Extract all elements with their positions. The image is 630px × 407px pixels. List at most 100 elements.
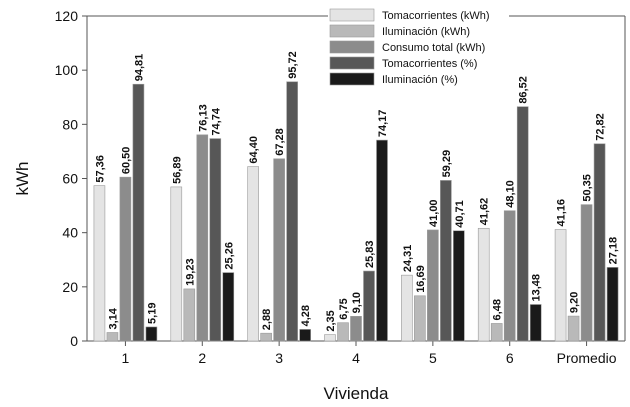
bar [503, 210, 516, 342]
chart-bars [93, 81, 619, 342]
bar [580, 204, 593, 342]
bar-value-label: 60,50 [120, 147, 132, 175]
bar [145, 326, 158, 342]
y-tick-label: 60 [62, 171, 78, 187]
bar [247, 166, 259, 342]
x-axis-title: Vivienda [324, 384, 389, 403]
bar [427, 229, 439, 342]
legend-label: Iluminación (%) [382, 74, 458, 86]
bar [222, 272, 235, 342]
bar [119, 176, 132, 342]
bar-value-label: 25,83 [364, 241, 376, 269]
chart-axes: 0 20 40 60 80 100 120 1 2 3 4 5 6 Promedio [55, 8, 626, 366]
legend-swatch [329, 8, 375, 22]
bar-value-label: 6,75 [338, 298, 350, 319]
bar [516, 106, 529, 342]
bar-value-label: 64,40 [248, 136, 260, 164]
y-tick-label: 80 [62, 116, 78, 132]
bar-value-label: 2,35 [325, 310, 337, 331]
bar [490, 323, 503, 342]
bar [414, 295, 426, 342]
x-tick-label: Promedio [557, 350, 617, 366]
legend-label: Tomacorrientes (%) [382, 58, 477, 70]
legend-label: Consumo total (kWh) [382, 42, 485, 54]
bar-value-label: 4,28 [300, 305, 312, 326]
bar-value-label: 74,74 [210, 107, 222, 135]
bar [401, 274, 413, 342]
bar-value-label: 2,88 [261, 309, 273, 330]
bar-value-label: 50,35 [582, 174, 594, 202]
y-tick-label: 0 [70, 333, 78, 349]
bar-value-label: 24,31 [402, 245, 414, 273]
x-tick-label: 5 [429, 350, 437, 366]
legend-label: Tomacorrientes (kWh) [382, 10, 490, 22]
bar [299, 329, 311, 342]
bar [554, 229, 567, 342]
bar-value-label: 48,10 [505, 180, 517, 208]
bar-value-label: 16,69 [415, 265, 427, 293]
x-tick-label: 6 [506, 350, 514, 366]
bar [477, 227, 490, 342]
bar-value-label: 94,81 [133, 54, 145, 82]
bar [209, 138, 222, 342]
bar [363, 270, 375, 342]
x-tick-label: 4 [352, 350, 360, 366]
bar [376, 139, 388, 342]
legend-swatch [329, 24, 375, 38]
bar [286, 81, 298, 342]
y-tick-label: 120 [55, 8, 79, 24]
y-tick-label: 40 [62, 225, 78, 241]
bar-value-label: 41,16 [556, 199, 568, 227]
bar-value-label: 41,00 [428, 199, 440, 227]
bar-value-label: 6,48 [492, 299, 504, 320]
bar-value-label: 9,10 [351, 292, 363, 313]
legend-swatch [329, 72, 375, 86]
bar-value-label: 5,19 [146, 303, 158, 324]
bar [273, 158, 285, 342]
bar-value-label: 56,89 [171, 156, 183, 184]
bar-value-label: 86,52 [518, 76, 530, 104]
legend-label: Iluminación (kWh) [382, 26, 470, 38]
bar [350, 316, 362, 342]
y-tick-label: 100 [55, 62, 79, 78]
bar [106, 332, 119, 342]
legend-swatch [329, 40, 375, 54]
chart-legend: Tomacorrientes (kWh) Iluminación (kWh) Con… [328, 7, 509, 89]
bar [453, 230, 465, 342]
bar [593, 143, 606, 342]
bar [183, 288, 196, 342]
bar [260, 332, 272, 342]
bar [196, 134, 209, 342]
bar-value-label: 76,13 [197, 104, 209, 132]
bar-value-label: 19,23 [184, 258, 196, 286]
bar [567, 315, 580, 342]
x-tick-label: 1 [122, 350, 130, 366]
bar-value-label: 9,20 [569, 292, 581, 313]
bar [324, 334, 336, 342]
bar [337, 322, 349, 342]
y-axis-title: kWh [13, 162, 32, 196]
bar-value-label: 59,29 [441, 150, 453, 178]
y-tick-label: 20 [62, 279, 78, 295]
bar-value-label: 25,26 [223, 242, 235, 270]
bar-value-label: 67,28 [274, 128, 286, 156]
bar-value-label: 57,36 [94, 155, 106, 183]
x-tick-label: 2 [198, 350, 206, 366]
bar [93, 185, 106, 342]
bar-value-label: 72,82 [595, 113, 607, 141]
bar-value-label: 3,14 [107, 307, 119, 329]
bar-value-label: 95,72 [287, 51, 299, 79]
bar [170, 186, 183, 342]
x-tick-label: 3 [275, 350, 283, 366]
bar-value-label: 74,17 [377, 110, 389, 138]
bar-value-label: 40,71 [454, 200, 466, 228]
legend-swatch [329, 56, 375, 70]
bar [440, 180, 452, 342]
bar-value-label: 27,18 [608, 237, 620, 265]
bar [606, 267, 619, 342]
bar-value-label: 41,62 [479, 198, 491, 226]
bar [132, 83, 145, 342]
bar [529, 304, 542, 342]
